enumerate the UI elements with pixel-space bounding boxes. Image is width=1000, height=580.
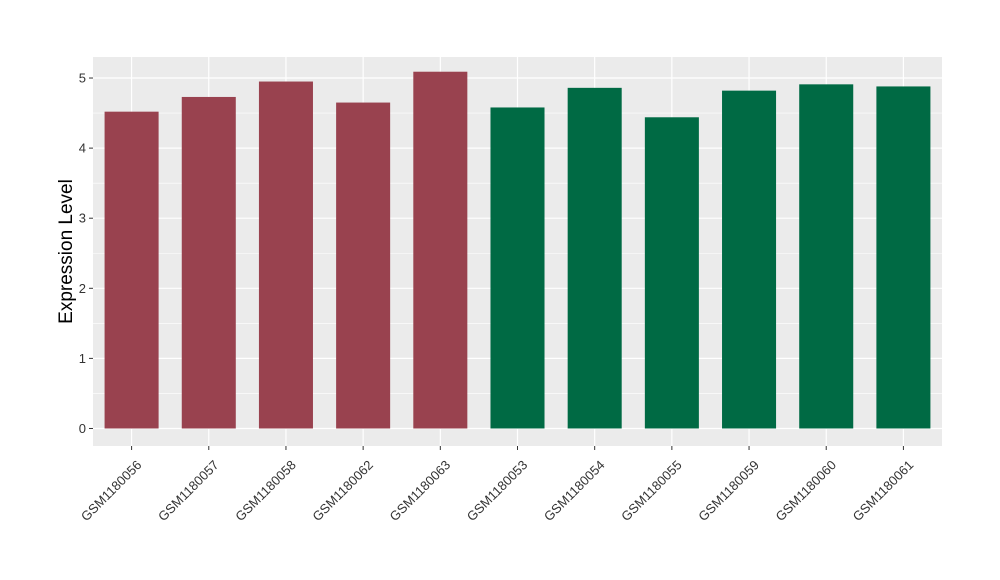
x-tick-label: GSM1180053 xyxy=(464,457,531,524)
x-axis: GSM1180056 GSM1180057 GSM1180058 GSM1180062… xyxy=(78,446,916,524)
y-tick-label: 2 xyxy=(79,281,86,296)
bar-GSM1180053 xyxy=(490,107,545,429)
x-tick-label: GSM1180054 xyxy=(541,457,608,524)
y-tick-label: 0 xyxy=(79,421,86,436)
x-tick-label: GSM1180059 xyxy=(695,457,762,524)
bar-GSM1180062 xyxy=(336,102,391,429)
bar-GSM1180054 xyxy=(567,87,622,429)
bar-GSM1180061 xyxy=(876,86,931,429)
x-tick-label: GSM1180063 xyxy=(387,457,454,524)
bar-GSM1180060 xyxy=(799,84,854,429)
y-axis-title: Expression Level xyxy=(56,179,77,324)
y-tick-label: 1 xyxy=(79,351,86,366)
x-tick-label: GSM1180057 xyxy=(155,457,222,524)
bar-GSM1180059 xyxy=(722,90,777,429)
bars xyxy=(104,71,931,429)
bar-GSM1180056 xyxy=(104,111,159,429)
x-tick-label: GSM1180060 xyxy=(772,457,839,524)
bar-GSM1180063 xyxy=(413,71,468,429)
bar-GSM1180055 xyxy=(644,117,699,429)
x-tick-label: GSM1180058 xyxy=(232,457,299,524)
x-tick-label: GSM1180062 xyxy=(309,457,376,524)
y-tick-label: 3 xyxy=(79,211,86,226)
bar-GSM1180057 xyxy=(181,96,236,429)
x-tick-label: GSM1180061 xyxy=(850,457,917,524)
y-tick-label: 5 xyxy=(79,71,86,86)
y-tick-label: 4 xyxy=(79,141,86,156)
bar-GSM1180058 xyxy=(258,81,313,429)
y-axis: 0 1 2 3 4 5 xyxy=(79,71,93,436)
x-tick-label: GSM1180055 xyxy=(618,457,685,524)
x-tick-label: GSM1180056 xyxy=(78,457,145,524)
